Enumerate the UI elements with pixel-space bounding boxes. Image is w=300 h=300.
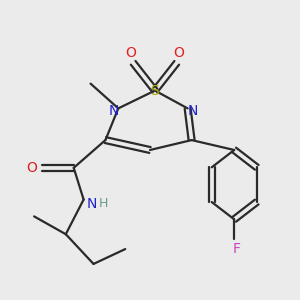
Text: S: S [151,84,159,98]
Text: O: O [27,161,38,175]
Text: N: N [86,196,97,211]
Text: N: N [108,104,118,118]
Text: O: O [173,46,184,60]
Text: O: O [126,46,136,60]
Text: F: F [232,242,240,256]
Text: N: N [188,104,198,118]
Text: H: H [99,197,108,210]
